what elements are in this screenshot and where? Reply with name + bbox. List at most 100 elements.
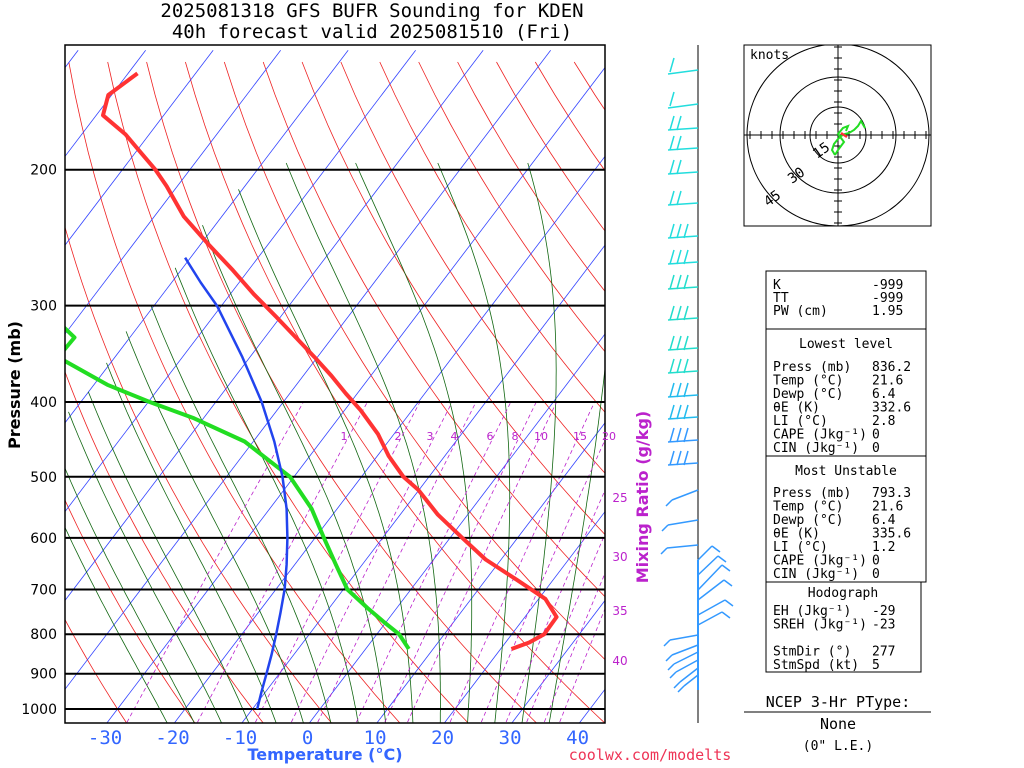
wind-barb-flag — [676, 249, 682, 265]
storm-motion-marker — [840, 131, 848, 139]
wind-barb — [667, 651, 699, 671]
wind-barb-flag — [669, 671, 677, 679]
index-value: -999 — [872, 291, 903, 306]
wind-barb-flag — [676, 115, 682, 131]
temperature-profile — [101, 71, 559, 651]
dry-adiabat — [963, 62, 1024, 729]
wind-barb-flag — [683, 382, 689, 398]
hodograph-units-label: knots — [750, 48, 789, 63]
hodograph-ring-label-45: 45 — [761, 188, 784, 211]
index-label: CIN (Jkg⁻¹) — [773, 567, 859, 582]
hodograph — [744, 45, 931, 226]
wind-barb-shaft — [666, 544, 699, 549]
wind-barb-flag — [683, 427, 689, 443]
wind-barb-flag — [683, 404, 689, 420]
dry-adiabat — [223, 61, 605, 661]
wind-barb-flag — [669, 159, 675, 175]
mixing-ratio-line — [449, 401, 595, 723]
wind-barb-flag — [669, 335, 675, 351]
index-label: PW (cm) — [773, 304, 828, 319]
wind-barb-flag — [669, 274, 675, 290]
wind-barb — [665, 489, 699, 507]
index-label: StmDir (°) — [773, 645, 851, 660]
wind-barb-flag — [661, 524, 669, 532]
chart-subtitle: 40h forecast valid 2025081510 (Fri) — [172, 21, 572, 43]
credit-link[interactable]: coolwx.com/modelts — [569, 746, 732, 764]
x-tick-label: -20 — [155, 727, 189, 749]
y-tick-label: 500 — [30, 470, 57, 486]
x-tick-label: 30 — [499, 727, 522, 749]
mixing-ratio-line — [355, 401, 512, 723]
dewpoint-profile — [65, 325, 411, 651]
wind-barb — [697, 555, 727, 576]
wind-barb — [667, 382, 699, 398]
wind-barbs — [660, 57, 734, 693]
x-tick-label: 20 — [431, 727, 454, 749]
wind-barb-flag — [665, 499, 673, 507]
index-label: StmSpd (kt) — [773, 658, 859, 673]
wind-barb-shaft — [667, 462, 699, 466]
plot-frame — [64, 44, 606, 724]
dry-adiabat — [340, 61, 605, 474]
isotherm — [511, 599, 605, 723]
dry-adiabat — [457, 61, 605, 292]
index-label: Dewp (°C) — [773, 513, 843, 528]
hodograph-trace-lower — [834, 124, 850, 156]
mixing-ratio-labels: 1 2 3 4 6 8 10 15 20 25 30 35 40 — [341, 430, 628, 668]
isotherm — [65, 49, 281, 335]
wind-barb-flag — [669, 223, 675, 239]
mixing-ratio-line — [316, 401, 477, 723]
index-label: LI (°C) — [773, 540, 828, 555]
wind-barb — [667, 335, 699, 351]
index-value: 0 — [872, 441, 880, 456]
isotherm — [376, 422, 605, 723]
wind-barb-flag — [669, 305, 675, 321]
x-tick-label: 0 — [302, 727, 313, 749]
wind-barb — [667, 159, 699, 175]
index-value: -23 — [872, 618, 895, 633]
mixing-ratio-line — [543, 572, 605, 723]
dry-adiabat — [65, 225, 333, 723]
dry-adiabat — [262, 61, 605, 598]
index-value: 332.6 — [872, 401, 911, 416]
y-tick-label: 600 — [30, 531, 57, 547]
wind-barb-flag — [676, 135, 682, 151]
wind-barb-flag — [669, 115, 675, 131]
wind-barb — [665, 644, 699, 662]
ptype-title: NCEP 3-Hr PType: — [766, 693, 911, 711]
mixing-ratio-line — [196, 401, 368, 723]
moist-adiabat — [125, 331, 304, 723]
dry-adiabat — [65, 370, 264, 723]
wind-barb-flag — [663, 639, 671, 647]
wind-barb-flag — [676, 159, 682, 175]
y-tick-label: 900 — [30, 667, 57, 683]
mixing-ratio-line — [480, 439, 605, 723]
wind-barb-shaft — [667, 147, 699, 151]
wind-barb-shaft — [683, 674, 699, 687]
mixing-ratio-line — [254, 401, 421, 723]
chart-title: 2025081318 GFS BUFR Sounding for KDEN — [160, 0, 583, 22]
wind-barb — [661, 519, 699, 532]
wind-barb — [660, 544, 699, 555]
wind-barb — [667, 115, 699, 131]
wind-barb-flag — [724, 599, 734, 607]
wind-barb-shaft — [667, 261, 699, 265]
wind-barb-flag — [669, 190, 675, 206]
y-tick-labels: 200 300 400 500 600 700 800 900 1000 — [21, 163, 57, 718]
wind-barb — [673, 667, 699, 689]
wind-barb-shaft — [667, 347, 699, 351]
dry-adiabat — [65, 499, 196, 723]
wind-barb-flag — [660, 547, 668, 555]
isotherm — [443, 510, 605, 723]
indices-text: K -999 TT -999 PW (cm) 1.95 Lowest level Press … — [773, 278, 911, 673]
hodograph-ticks — [749, 46, 927, 224]
y-tick-label: 400 — [30, 395, 57, 411]
index-label: SREH (Jkg⁻¹) — [773, 618, 867, 633]
wind-barb-flag — [721, 611, 731, 619]
index-value: 21.6 — [872, 374, 903, 389]
y-axis-label: Pressure (mb) — [5, 321, 24, 449]
moist-adiabat — [202, 225, 386, 723]
wind-barb-flag — [676, 358, 682, 374]
mixing-ratio-label: 2 — [395, 430, 402, 443]
